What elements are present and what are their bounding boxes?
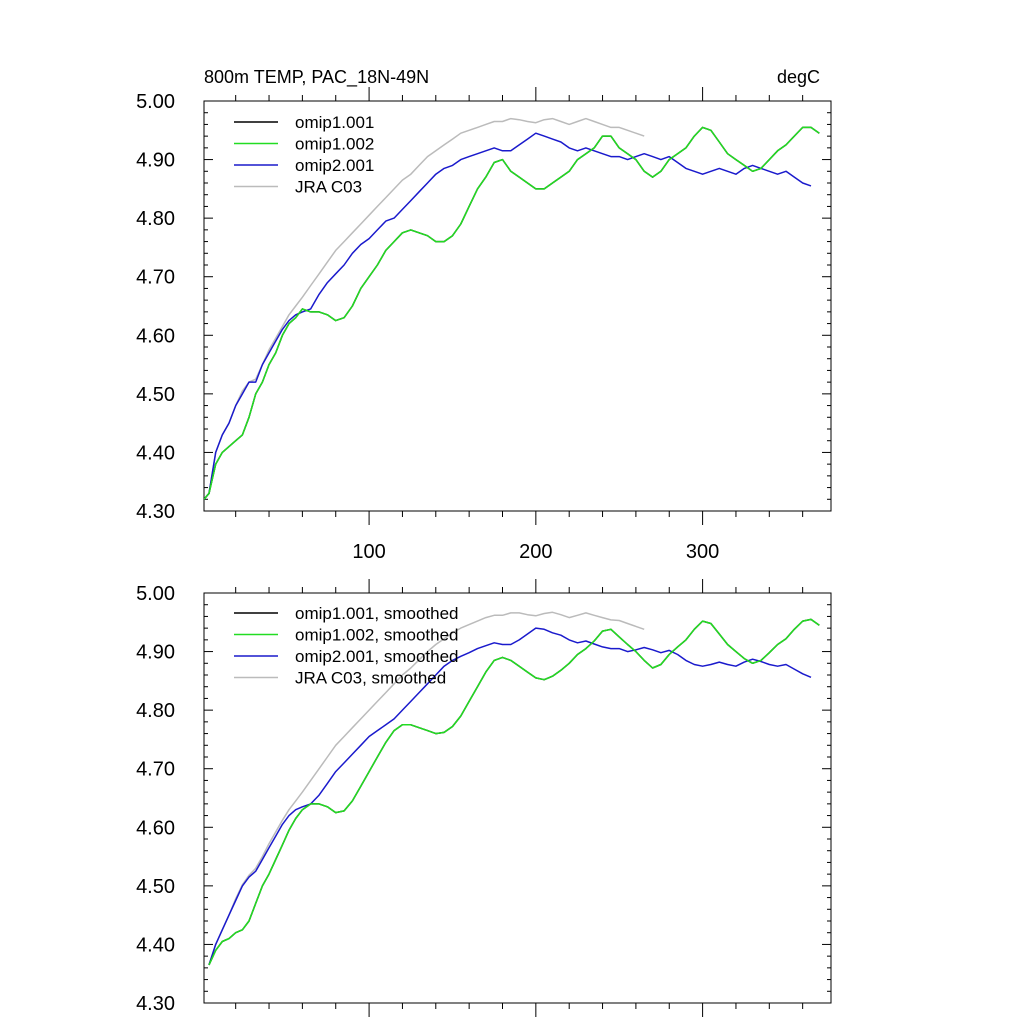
- legend-label-omip1-001: omip1.001: [295, 113, 374, 132]
- panel-top: 4.30 4.40 4.50 4.60 4.70 4.80 4.90 5.00 100 200 30…: [136, 87, 832, 563]
- legend-label-omip2-001-smoothed: omip2.001, smoothed: [295, 647, 459, 666]
- x-tick-label: 300: [686, 541, 719, 563]
- series-group: [208, 611, 820, 966]
- legend-label-omip1-002: omip1.002: [295, 135, 374, 154]
- y-tick-label: 4.90: [136, 642, 175, 664]
- x-tick-label: 100: [352, 541, 385, 563]
- panel-bottom: 4.30 4.40 4.50 4.60 4.70 4.80 4.90 5.00 omip1.00…: [136, 579, 832, 1017]
- legend-label-omip1-001-smoothed: omip1.001, smoothed: [295, 604, 459, 623]
- y-tick-label: 5.00: [136, 583, 175, 605]
- y-tick-label: 4.60: [136, 817, 175, 839]
- series-line-omip2-001: [204, 132, 812, 500]
- plot-frame: [203, 100, 832, 512]
- y-tick-label: 4.40: [136, 442, 175, 464]
- y-tick-label: 4.70: [136, 267, 175, 289]
- y-tick-label: 4.30: [136, 993, 175, 1015]
- y-tick-label: 4.90: [136, 150, 175, 172]
- plot-frame: [203, 592, 832, 1004]
- legend: omip1.001, smoothed omip1.002, smoothed om…: [234, 604, 459, 688]
- y-tick-label: 4.60: [136, 325, 175, 347]
- y-tick-label: 4.70: [136, 759, 175, 781]
- series-line-omip1-002-smoothed: [208, 618, 820, 966]
- legend-label-jra-c03-smoothed: JRA C03, smoothed: [295, 669, 446, 688]
- x-tick-label: 200: [519, 541, 552, 563]
- legend: omip1.001 omip1.002 omip2.001 JRA C03: [234, 113, 374, 197]
- y-tick-label: 5.00: [136, 91, 175, 113]
- y-tick-label: 4.80: [136, 208, 175, 230]
- y-tick-label: 4.50: [136, 876, 175, 898]
- series-line-omip1-002: [204, 126, 820, 500]
- series-group: [204, 117, 820, 500]
- legend-label-jra-c03: JRA C03: [295, 178, 362, 197]
- legend-label-omip1-002-smoothed: omip1.002, smoothed: [295, 626, 459, 645]
- legend-label-omip2-001: omip2.001: [295, 156, 374, 175]
- series-line-jra-c03: [204, 117, 645, 500]
- units-label: degC: [777, 67, 820, 87]
- series-line-jra-c03-smoothed: [208, 611, 645, 966]
- y-tick-label: 4.30: [136, 501, 175, 523]
- y-tick-label: 4.80: [136, 700, 175, 722]
- series-line-omip2-001-smoothed: [208, 627, 812, 966]
- y-tick-label: 4.40: [136, 934, 175, 956]
- chart-title: 800m TEMP, PAC_18N-49N: [204, 67, 429, 88]
- y-tick-label: 4.50: [136, 384, 175, 406]
